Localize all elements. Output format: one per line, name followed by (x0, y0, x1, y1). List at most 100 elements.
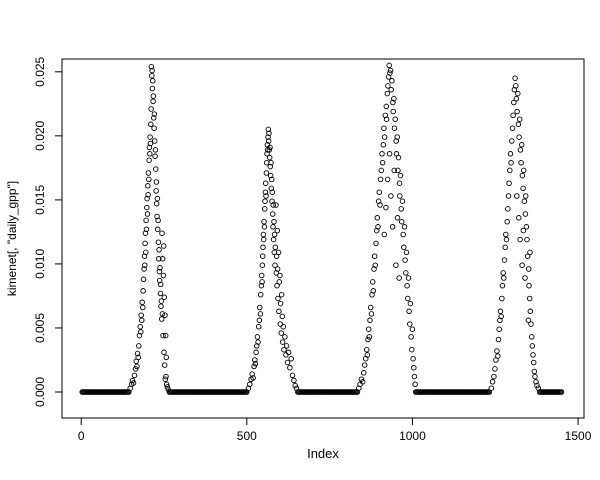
data-point (533, 379, 539, 385)
data-point (142, 230, 149, 236)
data-point (152, 153, 158, 160)
data-point (262, 189, 269, 195)
data-point (378, 167, 385, 174)
data-point (389, 78, 395, 84)
data-point (531, 368, 538, 375)
data-point (258, 272, 265, 279)
data-point (255, 323, 262, 330)
data-point (519, 172, 526, 179)
data-point (411, 373, 418, 380)
data-point (383, 204, 389, 211)
data-point (520, 227, 527, 234)
data-point (137, 323, 143, 330)
data-point (395, 154, 402, 161)
data-point (377, 202, 383, 208)
data-point (523, 224, 530, 230)
data-point (396, 180, 403, 186)
data-point (372, 262, 379, 268)
data-point (161, 294, 168, 300)
data-point (144, 211, 151, 217)
data-point (161, 349, 167, 356)
data-point (519, 262, 525, 268)
data-point (147, 151, 153, 157)
data-point (264, 151, 270, 157)
data-point (136, 343, 142, 349)
data-point (505, 206, 511, 212)
data-point (162, 332, 169, 339)
data-point (285, 349, 292, 356)
data-point (508, 159, 514, 166)
data-point (359, 379, 366, 385)
data-point (381, 231, 388, 238)
data-point (292, 382, 298, 389)
data-point (140, 288, 146, 294)
data-point (156, 277, 163, 284)
data-point (411, 364, 417, 371)
data-point (150, 115, 157, 121)
data-point (394, 215, 401, 221)
data-point (129, 377, 136, 384)
data-point (147, 140, 154, 147)
data-point (252, 361, 259, 367)
data-point (157, 281, 164, 288)
data-point (149, 72, 155, 79)
data-point (534, 382, 540, 389)
data-point (501, 275, 507, 281)
data-point (412, 381, 418, 388)
data-point (154, 195, 161, 202)
data-point (281, 346, 287, 353)
data-point (383, 103, 390, 110)
data-point (407, 321, 413, 327)
data-point (399, 218, 405, 225)
data-point (500, 270, 506, 276)
data-point (152, 166, 159, 172)
data-point (503, 236, 510, 243)
data-point (522, 275, 528, 281)
data-point (156, 268, 163, 275)
y-tick-label: 0.025 (33, 56, 47, 86)
data-point (377, 176, 384, 183)
data-point (163, 381, 170, 388)
data-point (135, 354, 141, 361)
data-point (530, 359, 537, 366)
data-point (259, 279, 265, 285)
data-point (365, 336, 371, 343)
data-point (163, 354, 170, 361)
data-point (522, 211, 529, 217)
data-point (282, 334, 288, 340)
data-point (516, 215, 522, 221)
data-point (134, 363, 140, 370)
data-point (253, 349, 259, 356)
data-point (494, 348, 500, 354)
data-point (408, 334, 414, 340)
data-point (271, 231, 278, 238)
data-point (284, 359, 291, 366)
data-point (280, 323, 287, 330)
data-point (159, 311, 166, 317)
data-point (157, 290, 164, 297)
data-point (403, 270, 409, 276)
data-point (401, 224, 408, 230)
data-point (151, 111, 158, 117)
data-point (289, 372, 296, 379)
data-point (397, 193, 403, 199)
data-point (150, 93, 157, 99)
data-point (502, 244, 508, 251)
data-point (146, 157, 152, 163)
data-point (405, 275, 412, 281)
data-point (528, 334, 535, 340)
data-point (276, 279, 283, 285)
data-point (388, 86, 394, 93)
data-point (488, 385, 495, 391)
data-point (149, 85, 156, 92)
data-point (161, 362, 168, 368)
data-point (269, 189, 276, 195)
data-point (380, 142, 387, 148)
data-point (293, 385, 300, 391)
data-point (142, 240, 148, 247)
data-point (512, 75, 518, 81)
data-point (145, 183, 151, 189)
data-point (507, 151, 514, 157)
data-point (275, 249, 282, 256)
